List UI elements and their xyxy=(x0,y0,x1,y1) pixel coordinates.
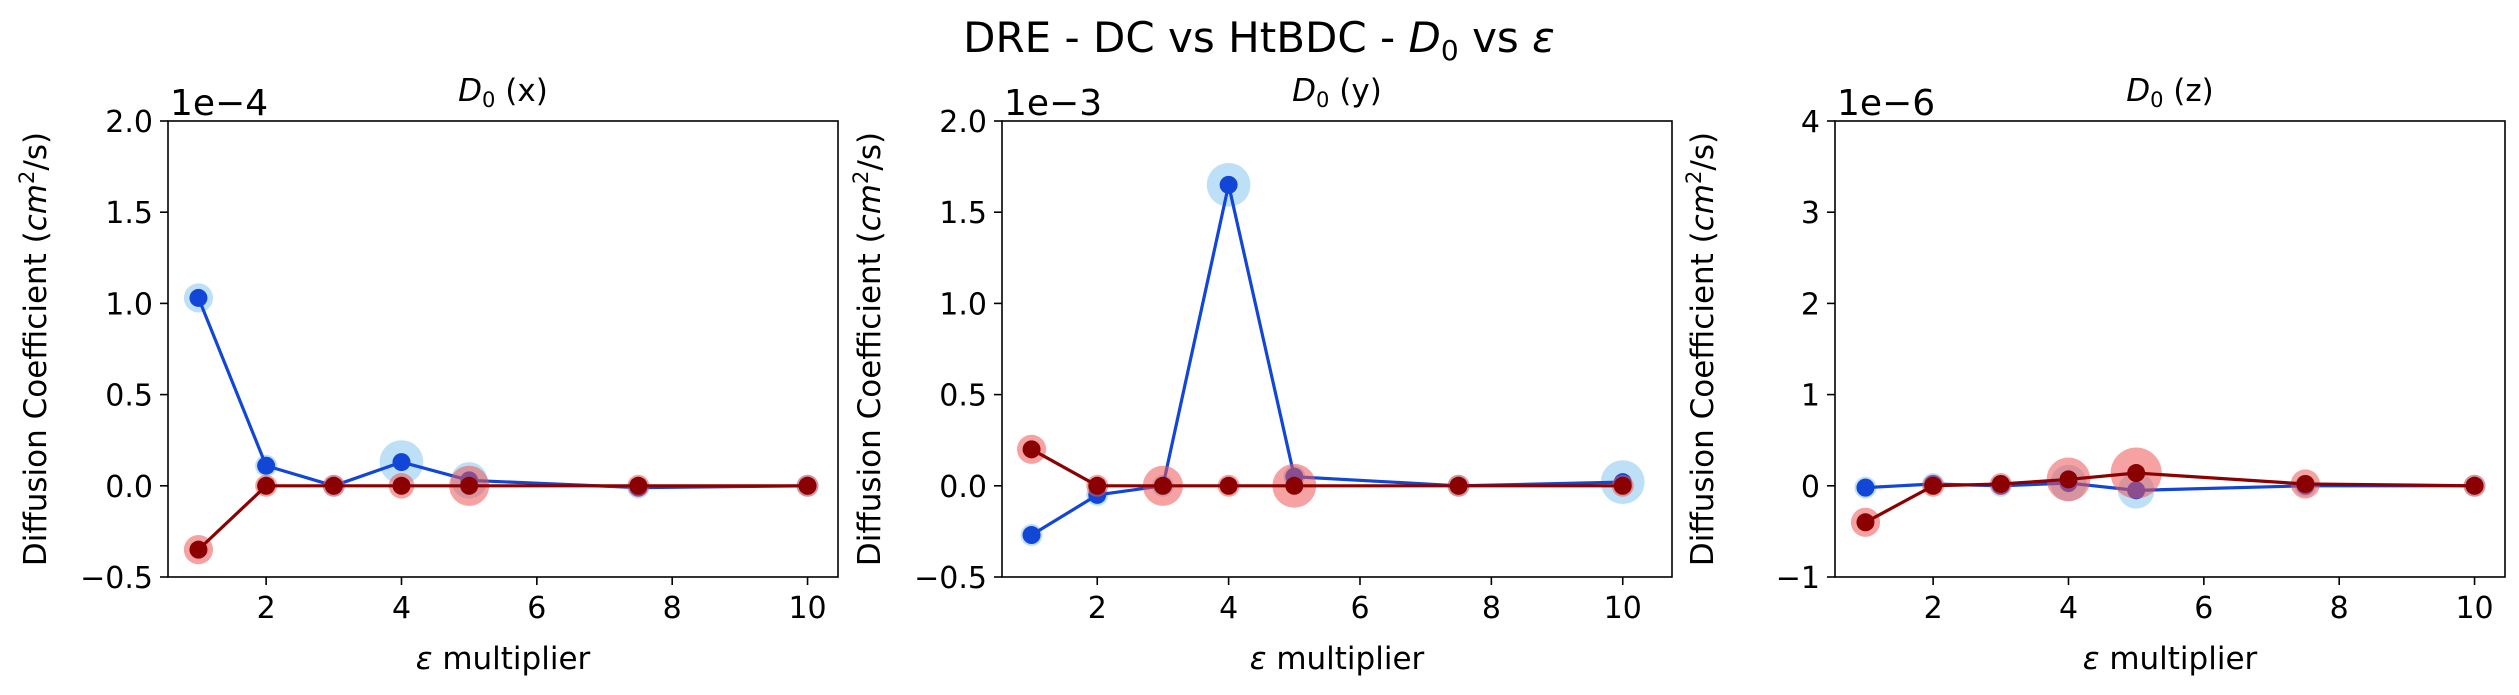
y-tick-label: −0.5 xyxy=(80,561,153,596)
data-point xyxy=(2465,476,2484,495)
axis-offset-text: 1e−6 xyxy=(1837,83,1935,124)
y-tick-label: 0.0 xyxy=(105,470,153,505)
y-tick-label: 1.5 xyxy=(105,196,153,231)
data-point xyxy=(324,476,343,495)
axes-frame xyxy=(167,120,839,578)
data-point xyxy=(1449,476,1468,495)
y-tick-label: 0 xyxy=(1801,470,1820,505)
axis-offset-text: 1e−3 xyxy=(1004,83,1102,124)
data-point xyxy=(1285,476,1304,495)
x-tick-label: 6 xyxy=(527,591,546,626)
series-red xyxy=(1850,447,2486,537)
x-tick-label: 10 xyxy=(788,591,826,626)
x-tick-label: 6 xyxy=(1350,591,1369,626)
y-axis-label: Diffusion Coefficient (cm2/s) xyxy=(1682,132,1721,566)
data-point xyxy=(1022,440,1041,459)
panel-x: 2 4 6 8 10 −0.5 0.0 0.5 1.0 1.5 2.0 1e−4 D0 (x) ε mul… xyxy=(15,73,839,677)
data-point xyxy=(1991,474,2010,493)
y-tick-label: 1.5 xyxy=(939,196,987,231)
y-tick-label: −1 xyxy=(1776,561,1820,596)
y-tick-label: 1.0 xyxy=(939,287,987,322)
panel-y: 2 4 6 8 10 −0.5 0.0 0.5 1.0 1.5 2.0 1e−3 D0 (y) ε mul… xyxy=(849,73,1673,677)
y-tick-label: 0.5 xyxy=(939,379,987,414)
y-tick-label: 3 xyxy=(1801,196,1820,231)
data-point xyxy=(2296,474,2315,493)
x-tick-label: 2 xyxy=(257,591,276,626)
data-point xyxy=(2127,464,2146,483)
data-point xyxy=(1219,476,1238,495)
axes-frame xyxy=(1001,120,1673,578)
data-point xyxy=(798,476,817,495)
y-axis-label: Diffusion Coefficient (cm2/s) xyxy=(849,132,888,566)
data-point xyxy=(392,476,411,495)
series-blue xyxy=(183,283,819,499)
figure-title: DRE - DC vs HtBDC - D0 vs ε xyxy=(963,13,1555,67)
subplot-title: D0 (y) xyxy=(1292,73,1382,112)
series-red xyxy=(1016,434,1634,508)
series-line xyxy=(196,297,808,490)
y-tick-label: 2.0 xyxy=(939,105,987,140)
x-tick-label: 2 xyxy=(1924,591,1943,626)
x-tick-label: 8 xyxy=(663,591,682,626)
series-red xyxy=(183,465,819,565)
x-tick-label: 4 xyxy=(2059,591,2078,626)
y-axis-label: Diffusion Coefficient (cm2/s) xyxy=(15,132,54,566)
y-tick-label: −0.5 xyxy=(914,561,987,596)
y-tick-label: 0.5 xyxy=(105,379,153,414)
y-tick-label: 1 xyxy=(1801,379,1820,414)
data-point xyxy=(1153,476,1172,495)
panel-z: 2 4 6 8 10 −1 0 1 2 3 4 1e−6 D0 (z) ε multiplier Diffu… xyxy=(1682,73,2506,677)
x-tick-label: 10 xyxy=(2455,591,2493,626)
data-point xyxy=(629,476,648,495)
y-tick-label: 4 xyxy=(1801,105,1820,140)
axis-offset-text: 1e−4 xyxy=(170,83,268,124)
subplot-title: D0 (x) xyxy=(458,73,548,112)
x-axis-label: ε multiplier xyxy=(2083,641,2258,677)
x-tick-label: 10 xyxy=(1604,591,1642,626)
x-tick-label: 4 xyxy=(392,591,411,626)
series-blue xyxy=(1020,162,1645,547)
x-axis-label: ε multiplier xyxy=(1250,641,1425,677)
data-point xyxy=(460,476,479,495)
x-tick-label: 8 xyxy=(2330,591,2349,626)
x-tick-label: 4 xyxy=(1219,591,1238,626)
data-point xyxy=(392,453,411,472)
data-point xyxy=(1613,476,1632,495)
data-point xyxy=(1219,175,1238,194)
data-point xyxy=(1022,526,1041,545)
x-tick-label: 8 xyxy=(1482,591,1501,626)
y-tick-label: 1.0 xyxy=(105,287,153,322)
x-axis-label: ε multiplier xyxy=(416,641,591,677)
y-tick-label: 2 xyxy=(1801,287,1820,322)
data-point xyxy=(1088,476,1107,495)
x-tick-label: 6 xyxy=(2194,591,2213,626)
y-tick-label: 0.0 xyxy=(939,470,987,505)
data-point xyxy=(1856,513,1875,532)
data-point xyxy=(189,288,208,307)
x-tick-label: 2 xyxy=(1088,591,1107,626)
data-point xyxy=(257,476,276,495)
y-tick-label: 2.0 xyxy=(105,105,153,140)
series-line xyxy=(1030,447,1623,488)
subplot-title: D0 (z) xyxy=(2126,73,2214,112)
data-point xyxy=(257,456,276,475)
data-point xyxy=(189,540,208,559)
series-line xyxy=(1030,184,1623,537)
data-point xyxy=(1924,476,1943,495)
data-point xyxy=(1856,478,1875,497)
axes-frame xyxy=(1834,120,2506,578)
data-point xyxy=(2059,470,2078,489)
series-line xyxy=(1864,471,2475,524)
series-line xyxy=(197,484,808,551)
